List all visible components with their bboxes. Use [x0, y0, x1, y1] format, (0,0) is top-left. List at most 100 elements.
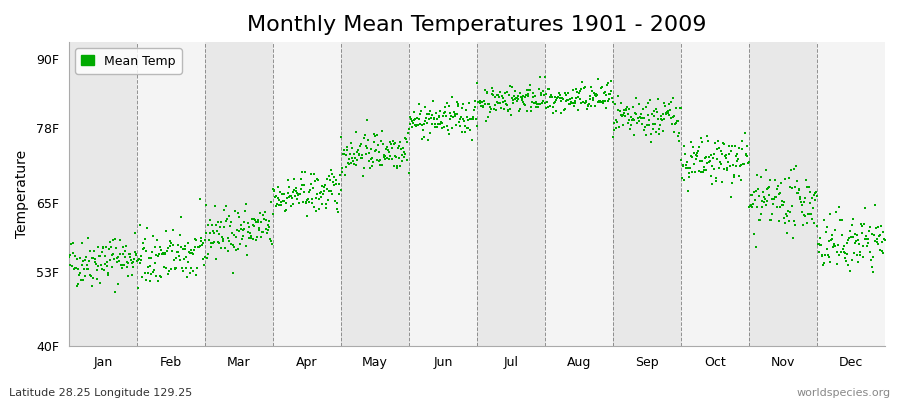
Point [65, 262, 79, 269]
Point [822, 254, 836, 260]
Point [455, 101, 470, 108]
Point [514, 96, 528, 103]
Point [616, 112, 630, 119]
Point [182, 249, 196, 256]
Point [442, 103, 456, 109]
Point [418, 103, 433, 110]
Point [663, 115, 678, 121]
Point [733, 163, 747, 170]
Point [844, 222, 859, 228]
Point [730, 158, 744, 164]
Point [254, 234, 268, 240]
Point [237, 226, 251, 232]
Point [67, 265, 81, 272]
Point [483, 106, 498, 112]
Point [301, 196, 315, 202]
Point [610, 106, 625, 113]
Point [848, 240, 862, 246]
Point [772, 191, 787, 198]
Point [591, 98, 606, 104]
Point [759, 166, 773, 173]
Point [806, 205, 820, 212]
Point [145, 249, 159, 255]
Point [714, 148, 728, 154]
Point [632, 101, 646, 107]
Point [641, 100, 655, 106]
Point [567, 103, 581, 110]
Point [212, 240, 226, 246]
Point [216, 238, 230, 244]
Point [385, 145, 400, 152]
Point [720, 165, 734, 172]
Point [225, 230, 239, 236]
Point [777, 199, 791, 206]
Point [305, 200, 320, 206]
Point [491, 94, 506, 100]
Point [639, 132, 653, 138]
Point [398, 151, 412, 157]
Point [384, 156, 399, 163]
Point [683, 165, 698, 172]
Point [144, 271, 158, 277]
Point [112, 251, 127, 257]
Point [517, 99, 531, 105]
Point [542, 85, 556, 92]
Point [752, 193, 767, 199]
Point [762, 217, 777, 223]
Point [574, 85, 589, 92]
Point [95, 244, 110, 250]
Point [726, 162, 741, 168]
Point [594, 99, 608, 105]
Point [599, 82, 614, 88]
Point [238, 243, 253, 250]
Point [410, 122, 424, 129]
Point [725, 180, 740, 186]
Point [817, 252, 832, 258]
Point [99, 262, 113, 269]
Point [170, 249, 184, 256]
Point [393, 162, 408, 169]
Point [213, 224, 228, 230]
Point [384, 141, 399, 148]
Point [225, 270, 239, 276]
Point [625, 117, 639, 124]
Point [515, 95, 529, 101]
Point [109, 245, 123, 252]
Point [366, 130, 381, 137]
Point [147, 267, 161, 273]
Point [626, 104, 640, 111]
Point [870, 238, 885, 245]
Point [213, 219, 228, 225]
Point [175, 265, 189, 272]
Point [164, 266, 178, 272]
Point [470, 122, 484, 129]
Point [500, 107, 515, 113]
Point [774, 180, 788, 186]
Point [545, 110, 560, 116]
Point [742, 158, 756, 165]
Point [754, 174, 769, 180]
Point [611, 93, 625, 99]
Point [112, 258, 126, 264]
Point [268, 194, 283, 200]
Point [806, 192, 821, 198]
Point [563, 100, 578, 106]
Point [633, 118, 647, 124]
Point [79, 254, 94, 260]
Point [551, 94, 565, 100]
Point [209, 256, 223, 262]
Point [605, 94, 619, 101]
Point [624, 114, 638, 120]
Point [622, 116, 636, 123]
Point [645, 121, 660, 127]
Point [437, 108, 452, 115]
Point [594, 85, 608, 92]
Point [512, 108, 526, 114]
Point [398, 134, 412, 141]
Point [608, 120, 622, 126]
Point [806, 216, 820, 222]
Point [483, 104, 498, 110]
Point [74, 277, 88, 283]
Point [597, 90, 611, 97]
Point [354, 141, 368, 148]
